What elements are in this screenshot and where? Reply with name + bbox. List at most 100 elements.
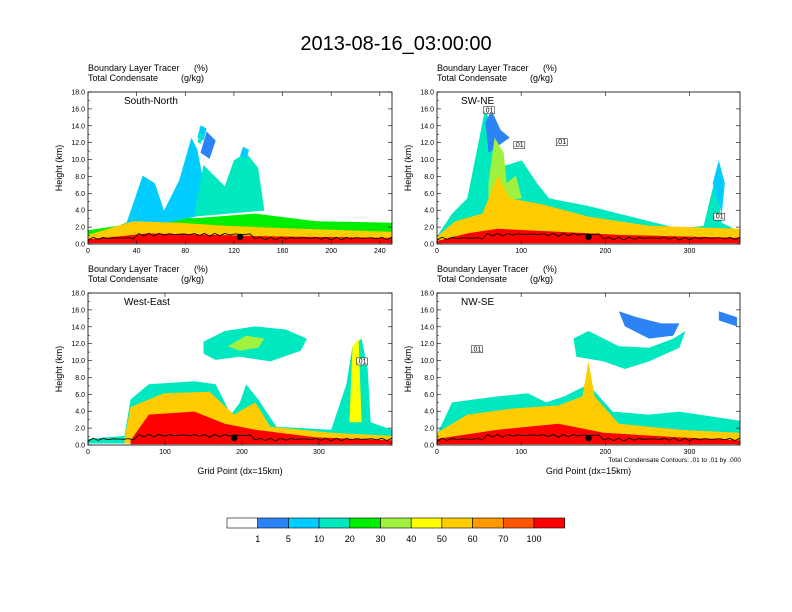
panel-label: SW-NE (461, 96, 494, 107)
tracer-region (437, 175, 740, 243)
figure-title: 2013-08-16_03:00:00 (300, 33, 491, 55)
colorbar-swatch (380, 517, 412, 529)
location-marker (585, 434, 592, 442)
y-tick-label: 8.0 (424, 174, 434, 181)
contour-label-box (483, 106, 495, 115)
tracer-region (240, 146, 250, 159)
x-tick-label: 300 (684, 449, 696, 456)
tracer-region (227, 335, 265, 351)
y-tick-label: 18.0 (420, 90, 434, 97)
y-tick-label: 2.0 (75, 225, 85, 232)
panel-header-tracer-unit: (%) (543, 264, 557, 274)
tracer-region (718, 311, 737, 327)
tracer-region (197, 133, 204, 144)
tracer-region (437, 423, 740, 445)
y-tick-label: 16.0 (71, 307, 85, 314)
colorbar: 1 5 10 20 30 40 50 60 70 100 (226, 517, 566, 544)
y-axis-label: Height (km) (54, 346, 64, 393)
x-tick-label: 0 (86, 449, 90, 456)
y-axis-label: Height (km) (403, 145, 413, 192)
y-tick-label: 6.0 (75, 392, 85, 399)
y-tick-label: 10.0 (420, 358, 434, 365)
panel-header-condensate-unit: (g/kg) (530, 274, 553, 284)
panel-header-condensate: Total Condensate (88, 73, 158, 83)
y-tick-label: 10.0 (71, 358, 85, 365)
tracer-region (437, 361, 740, 444)
contour-note: Total Condensate Contours: .01 to .01 by… (608, 457, 741, 464)
contour-label: .01 (514, 142, 524, 149)
tracer-region (194, 152, 265, 217)
colorbar-swatch (226, 517, 259, 529)
contour-label-box (713, 212, 726, 221)
x-tick-label: 100 (159, 449, 171, 456)
y-tick-label: 0.0 (75, 242, 85, 249)
y-tick-label: 0.0 (424, 443, 434, 450)
tracer-field (437, 311, 740, 445)
tracer-region (618, 311, 680, 339)
panel-header-condensate-unit: (g/kg) (530, 73, 553, 83)
y-tick-label: 16.0 (420, 307, 434, 314)
y-tick-label: 4.0 (424, 208, 434, 215)
colorbar-label: 20 (345, 534, 355, 544)
contour-label-box (471, 345, 483, 354)
panel-label: NW-SE (461, 297, 494, 308)
y-tick-label: 6.0 (75, 191, 85, 198)
contour-label-box (555, 138, 568, 146)
tracer-region (130, 411, 392, 445)
panel-header-condensate-unit: (g/kg) (181, 274, 204, 284)
tracer-region (485, 110, 510, 153)
colorbar-swatch (288, 517, 320, 529)
panel-label: West-East (124, 297, 170, 308)
y-tick-label: 6.0 (424, 392, 434, 399)
y-tick-label: 12.0 (420, 341, 434, 348)
x-tick-label: 0 (435, 449, 439, 456)
location-marker (231, 434, 238, 442)
colorbar-label: 60 (468, 534, 478, 544)
y-tick-label: 2.0 (424, 225, 434, 232)
panel-header-condensate: Total Condensate (437, 274, 507, 284)
x-axis-label: Grid Point (dx=15km) (197, 466, 282, 476)
colorbar-label: 100 (526, 534, 541, 544)
x-tick-label: 0 (435, 248, 439, 255)
y-tick-label: 8.0 (75, 375, 85, 382)
contour-label: .01 (472, 346, 482, 353)
panel-west-east: Boundary Layer Tracer (%) Total Condensate… (54, 264, 393, 476)
y-tick-label: 2.0 (424, 426, 434, 433)
y-tick-label: 8.0 (424, 375, 434, 382)
y-tick-label: 4.0 (75, 208, 85, 215)
x-tick-label: 240 (374, 248, 386, 255)
panel-header-condensate: Total Condensate (437, 73, 507, 83)
x-tick-label: 300 (313, 449, 325, 456)
colorbar-label: 5 (286, 534, 291, 544)
panel-header-tracer-unit: (%) (194, 264, 208, 274)
y-tick-label: 16.0 (71, 106, 85, 113)
tracer-region (712, 160, 725, 214)
panel-header-tracer: Boundary Layer Tracer (437, 264, 529, 274)
panel-header-tracer-unit: (%) (543, 63, 557, 73)
colorbar-label: 1 (255, 534, 260, 544)
colorbar-label: 70 (498, 534, 508, 544)
contour-label-box (513, 141, 526, 149)
y-tick-label: 12.0 (420, 140, 434, 147)
colorbar-swatch (257, 517, 289, 529)
x-tick-label: 120 (228, 248, 240, 255)
x-tick-label: 200 (325, 248, 337, 255)
y-tick-label: 4.0 (75, 409, 85, 416)
y-axis-label: Height (km) (54, 145, 64, 192)
tracer-field (437, 107, 740, 244)
panel-header-tracer: Boundary Layer Tracer (437, 63, 529, 73)
panel-header-tracer-unit: (%) (194, 63, 208, 73)
panel-label: South-North (124, 96, 178, 107)
y-tick-label: 10.0 (420, 157, 434, 164)
panel-header-tracer: Boundary Layer Tracer (88, 63, 180, 73)
y-tick-label: 2.0 (75, 426, 85, 433)
panel-header-tracer: Boundary Layer Tracer (88, 264, 180, 274)
tracer-field (88, 125, 392, 244)
colorbar-swatch (410, 517, 443, 529)
contour-label: .01 (357, 358, 367, 365)
x-tick-label: 100 (515, 248, 527, 255)
y-tick-label: 0.0 (424, 242, 434, 249)
y-tick-label: 8.0 (75, 174, 85, 181)
x-tick-label: 80 (181, 248, 189, 255)
